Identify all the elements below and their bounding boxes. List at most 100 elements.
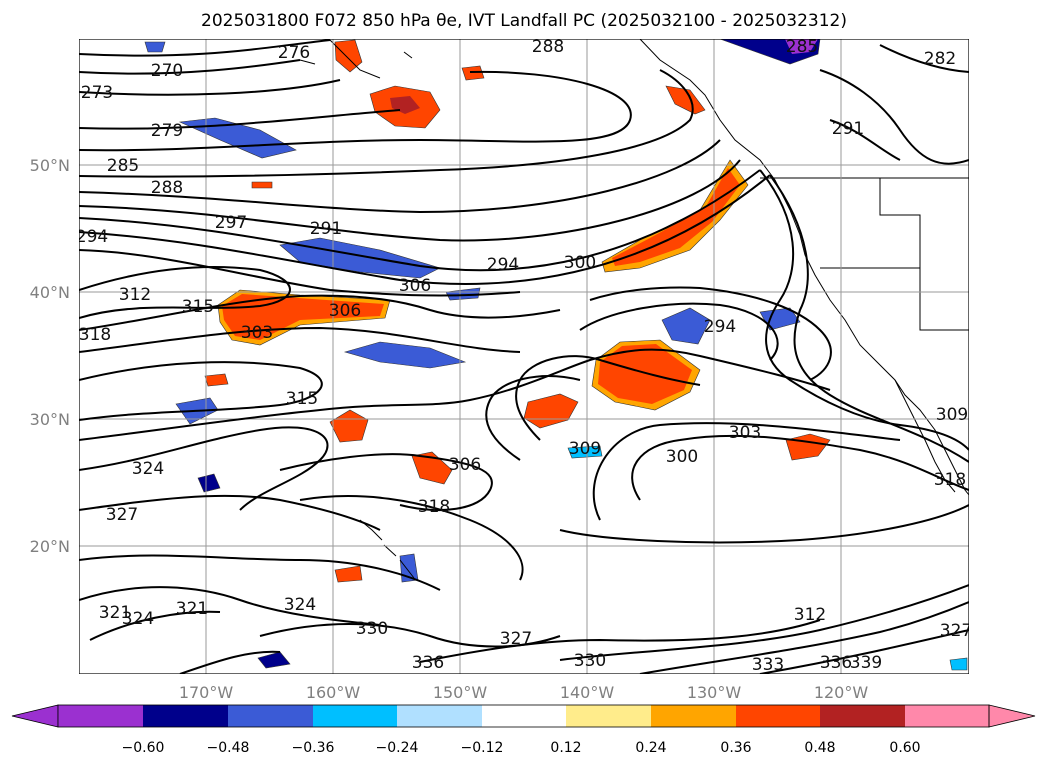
contour-line — [631, 434, 969, 501]
theta-e-contours — [79, 39, 969, 674]
contour-line — [592, 422, 901, 521]
positive-pc-region — [334, 565, 363, 583]
positive-pc-region — [329, 409, 369, 443]
negative-pc-region — [445, 287, 481, 301]
contour-line — [79, 494, 381, 531]
contour-label: 315 — [182, 297, 214, 317]
contour-line — [79, 249, 521, 297]
colorbar-segment — [736, 705, 820, 727]
contour-label: 297 — [215, 213, 247, 233]
contour-label: 273 — [81, 83, 113, 103]
negative-pc-region — [567, 445, 603, 459]
contour-label: 300 — [564, 253, 596, 273]
colorbar-segment — [397, 705, 482, 727]
contour-line — [79, 169, 761, 272]
contour-line — [79, 294, 561, 331]
colorbar-tick: 0.24 — [635, 740, 666, 756]
negative-pc-region — [949, 657, 968, 671]
contour-label: 336 — [820, 653, 852, 673]
contour-label: 288 — [151, 178, 183, 198]
contour-label: 330 — [574, 651, 606, 671]
contour-line — [79, 70, 632, 152]
contour-label: 303 — [241, 323, 273, 343]
contour-label: 327 — [500, 629, 532, 649]
colorbar: −0.60 −0.48 −0.36 −0.24 −0.12 0.12 0.24 … — [11, 704, 1036, 756]
contour-line — [89, 610, 221, 641]
negative-pc-region — [144, 41, 166, 53]
colorbar-tick: −0.12 — [461, 740, 504, 756]
negative-pc-region — [343, 341, 467, 369]
contour-label: 285 — [107, 156, 139, 176]
colorbar-segment — [313, 705, 397, 727]
positive-pc-region — [251, 181, 273, 189]
contour-line — [515, 355, 701, 441]
negative-pc-region — [785, 39, 818, 54]
negative-pc-region — [197, 473, 221, 493]
colorbar-segment — [143, 705, 228, 727]
contour-label: 306 — [329, 301, 361, 321]
lat-labels: 50°N 40°N 30°N 20°N — [30, 156, 70, 556]
contour-label: 312 — [119, 285, 151, 305]
contour-line — [299, 495, 524, 581]
contour-line — [639, 601, 969, 674]
contour-label: 324 — [284, 595, 316, 615]
negative-pc-region — [178, 117, 297, 159]
contour-line — [79, 59, 301, 75]
colorbar-segment — [566, 705, 651, 727]
lon-label: 150°W — [433, 683, 488, 702]
contour-label: 294 — [487, 255, 519, 275]
lon-label: 130°W — [687, 683, 742, 702]
colorbar-extend-high — [988, 704, 1036, 728]
contour-label: 276 — [278, 43, 310, 63]
lon-label: 140°W — [560, 683, 615, 702]
colorbar-segment — [58, 705, 143, 727]
contour-label: 285 — [786, 37, 818, 57]
colorbar-tick: −0.48 — [207, 740, 250, 756]
contour-line — [79, 174, 771, 285]
colorbar-tick: 0.48 — [804, 740, 835, 756]
contour-line — [829, 119, 901, 161]
contour-line — [279, 453, 493, 511]
map-panel: 288 270 276 273 279 285 288 297 291 294 … — [79, 37, 969, 675]
contour-label: 282 — [924, 49, 956, 69]
contour-label: 318 — [79, 325, 111, 345]
colorbar-tick: 0.36 — [720, 740, 751, 756]
colorbar-tick: −0.60 — [122, 740, 165, 756]
contour-line — [79, 79, 341, 96]
lon-labels: 170°W 160°W 150°W 140°W 130°W 120°W — [179, 683, 869, 702]
contour-label: 288 — [532, 37, 564, 57]
positive-pc-region — [204, 373, 229, 387]
colorbar-tick: −0.24 — [376, 740, 419, 756]
contour-line — [419, 619, 821, 663]
contour-line — [79, 265, 291, 319]
contour-label: 333 — [752, 655, 784, 675]
aleutian-islands — [299, 39, 413, 79]
colorbar-extend-low — [11, 704, 59, 728]
contour-line — [819, 69, 969, 165]
positive-pc-region — [461, 65, 485, 81]
contour-label: 318 — [418, 497, 450, 517]
contour-label: 315 — [286, 389, 318, 409]
contour-line — [759, 169, 969, 451]
contour-line — [559, 584, 969, 661]
contour-label: 270 — [151, 61, 183, 81]
contour-label: 336 — [412, 653, 444, 673]
positive-pc-region — [612, 168, 740, 266]
negative-pc-region — [257, 651, 291, 669]
lat-label: 40°N — [30, 283, 70, 302]
colorbar-segment — [228, 705, 313, 727]
colorbar-segment — [820, 705, 905, 727]
colorbar-segment — [905, 705, 989, 727]
colorbar-segment — [482, 705, 566, 727]
contour-line — [79, 348, 831, 441]
contour-labels: 288 270 276 273 279 285 288 297 291 294 … — [79, 37, 969, 675]
contour-line — [79, 139, 721, 213]
contour-line — [79, 69, 694, 178]
contour-label: 309 — [936, 405, 968, 425]
contour-line — [79, 426, 329, 511]
contour-label: 327 — [106, 505, 138, 525]
contour-label: 321 — [176, 599, 208, 619]
contour-label: 303 — [729, 423, 761, 443]
contour-label: 291 — [310, 219, 342, 239]
